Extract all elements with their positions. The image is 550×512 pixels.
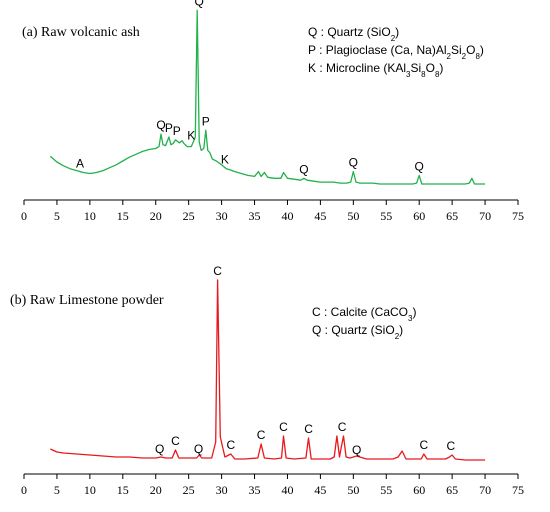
legend-bq-label: Q : Quartz (SiO xyxy=(312,323,395,337)
legend-p-si: Si xyxy=(451,43,462,57)
panel-a-x-tick-label: 25 xyxy=(183,209,195,223)
panel-a-x-tick-label: 10 xyxy=(84,209,96,223)
panel-a-legend: Q : Quartz (SiO2) P : Plagioclase (Ca, N… xyxy=(308,25,484,79)
panel-a-x-tick-label: 60 xyxy=(413,209,425,223)
legend-bq-sub: 2 xyxy=(395,332,400,341)
legend-q-label: Q : Quartz (SiO xyxy=(308,25,391,39)
panel-a-peak-label: Q xyxy=(195,0,204,8)
panel-a-peak-label: Q xyxy=(415,159,424,173)
panel-a-peak-label: K xyxy=(187,129,195,143)
panel-a-peak-label: P xyxy=(173,124,181,138)
legend-q-sub: 2 xyxy=(391,34,396,43)
panel-b-x-tick-label: 55 xyxy=(380,483,392,497)
panel-a-legend-p: P : Plagioclase (Ca, Na)Al2Si2O8) xyxy=(308,43,484,61)
panel-b-x-tick-label: 5 xyxy=(54,483,60,497)
panel-b-legend: C : Calcite (CaCO3) Q : Quartz (SiO2) xyxy=(312,305,416,341)
legend-k-suffix: ) xyxy=(439,61,443,75)
panel-b-title: (b) Raw Limestone powder xyxy=(10,293,164,308)
legend-p-sub-3: 8 xyxy=(475,52,480,61)
panel-a-peak-label: Q xyxy=(299,162,308,176)
legend-k-sub-1: 3 xyxy=(406,70,411,79)
panel-b-peak-label: C xyxy=(338,420,347,434)
panel-a-x-tick-label: 5 xyxy=(54,209,60,223)
panel-a-x-tick-label: 0 xyxy=(21,209,27,223)
legend-k-si: Si xyxy=(410,61,421,75)
panel-a-title: (a) Raw volcanic ash xyxy=(22,25,140,40)
panel-a-legend-q: Q : Quartz (SiO2) xyxy=(308,25,399,43)
legend-p-o: O xyxy=(466,43,475,57)
panel-b-legend-c: C : Calcite (CaCO3) xyxy=(312,305,416,323)
panel-a-x-tick-label: 45 xyxy=(314,209,326,223)
panel-a-x-tick-label: 55 xyxy=(380,209,392,223)
legend-k-sub-3: 8 xyxy=(435,70,440,79)
panel-b-peak-label: C xyxy=(213,264,222,278)
panel-b-peak-label: Q xyxy=(155,442,164,456)
legend-c-suffix: ) xyxy=(412,305,416,319)
panel-a: (a) Raw volcanic ash Q : Quartz (SiO2) P… xyxy=(21,0,524,223)
panel-a-x-tick-label: 50 xyxy=(347,209,359,223)
panel-b-x-tick-label: 40 xyxy=(281,483,293,497)
panel-a-peak-label: A xyxy=(76,157,84,171)
panel-b-x-tick-label: 25 xyxy=(183,483,195,497)
panel-a-peak-label: K xyxy=(221,153,229,167)
panel-b-x-tick-label: 30 xyxy=(216,483,228,497)
panel-b-peak-label: C xyxy=(304,422,313,436)
panel-a-x-tick-label: 75 xyxy=(512,209,524,223)
legend-c-label: C : Calcite (CaCO xyxy=(312,305,408,319)
panel-a-x-tick-label: 20 xyxy=(150,209,162,223)
panel-a-x-tick-label: 35 xyxy=(249,209,261,223)
legend-k-o: O xyxy=(426,61,435,75)
panel-b-peak-label: C xyxy=(171,434,180,448)
panel-b-x-tick-label: 45 xyxy=(314,483,326,497)
panel-b: (b) Raw Limestone powder C : Calcite (Ca… xyxy=(10,264,524,497)
panel-b-x-tick-label: 35 xyxy=(249,483,261,497)
panel-b-x-tick-label: 75 xyxy=(512,483,524,497)
legend-p-sub-1: 2 xyxy=(447,52,452,61)
legend-k-label: K : Microcline (KAl xyxy=(308,61,406,75)
panel-a-pattern-line xyxy=(49,9,486,185)
panel-b-x-tick-label: 60 xyxy=(413,483,425,497)
legend-p-suffix: ) xyxy=(480,43,484,57)
panel-b-x-tick-label: 15 xyxy=(117,483,129,497)
panel-b-pattern-line xyxy=(50,279,486,461)
panel-b-peak-label: Q xyxy=(352,443,361,457)
panel-b-peak-label: C xyxy=(226,438,235,452)
panel-b-x-tick-label: 70 xyxy=(479,483,491,497)
panel-a-peak-label: Q xyxy=(349,156,358,170)
panel-a-x-tick-label: 15 xyxy=(117,209,129,223)
panel-a-legend-k: K : Microcline (KAl3Si8O8) xyxy=(308,61,443,79)
panel-b-x-tick-label: 65 xyxy=(446,483,458,497)
legend-c-sub: 3 xyxy=(408,314,413,323)
panel-a-peak-label: Q xyxy=(156,118,165,132)
panel-a-x-tick-label: 40 xyxy=(281,209,293,223)
panel-b-x-tick-label: 50 xyxy=(347,483,359,497)
legend-q-suffix: ) xyxy=(395,25,399,39)
panel-b-peak-label: C xyxy=(419,438,428,452)
panel-b-peak-label: C xyxy=(446,439,455,453)
panel-b-peak-label: C xyxy=(257,428,266,442)
legend-k-sub-2: 8 xyxy=(421,70,426,79)
panel-b-legend-q: Q : Quartz (SiO2) xyxy=(312,323,403,341)
panel-a-x-tick-label: 70 xyxy=(479,209,491,223)
panel-a-x-tick-label: 65 xyxy=(446,209,458,223)
panel-b-x-tick-label: 0 xyxy=(21,483,27,497)
panel-a-peak-label: P xyxy=(202,114,210,128)
panel-b-peak-label: C xyxy=(279,420,288,434)
legend-bq-suffix: ) xyxy=(399,323,403,337)
panel-a-x-tick-label: 30 xyxy=(216,209,228,223)
legend-p-label: P : Plagioclase (Ca, Na)Al xyxy=(308,43,447,57)
panel-b-x-tick-label: 20 xyxy=(150,483,162,497)
legend-p-sub-2: 2 xyxy=(462,52,467,61)
panel-b-x-tick-label: 10 xyxy=(84,483,96,497)
panel-a-peak-label: P xyxy=(165,121,173,135)
panel-b-peak-label: Q xyxy=(194,442,203,456)
